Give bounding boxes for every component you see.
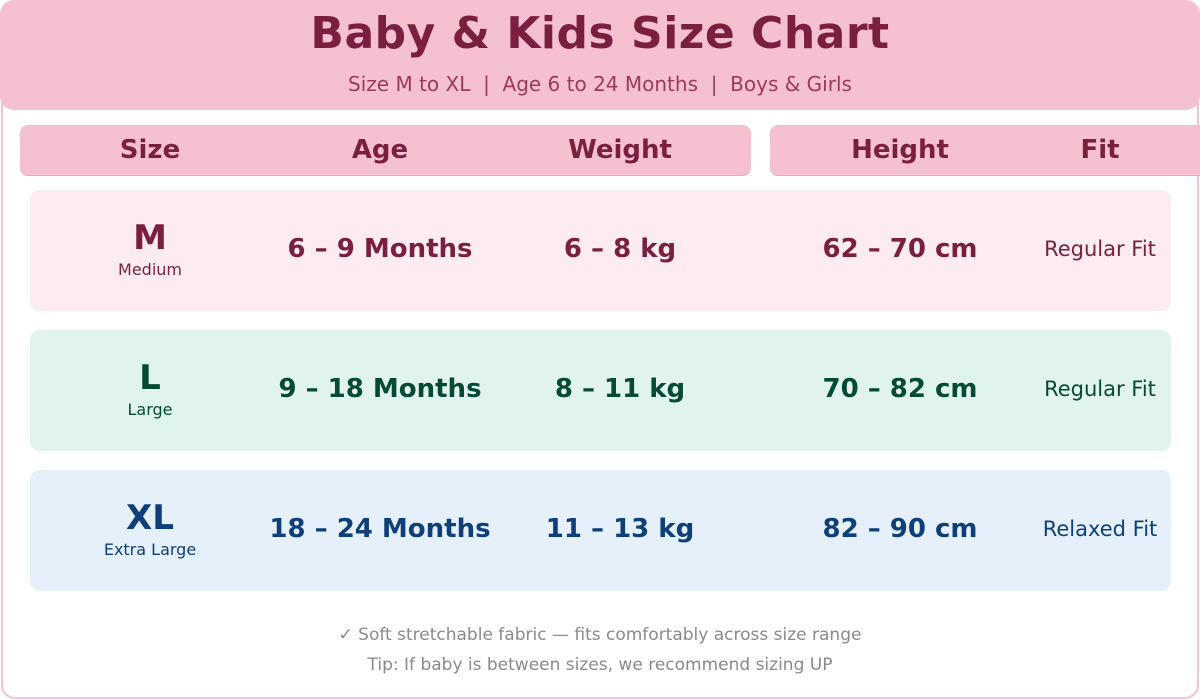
fit-value: Regular Fit	[1044, 237, 1156, 261]
column-header-group-right	[770, 125, 1200, 176]
table-row-l	[30, 330, 1171, 451]
table-row-xl	[30, 470, 1171, 591]
weight-value: 6 – 8 kg	[563, 234, 677, 264]
age-value: 6 – 9 Months	[287, 234, 473, 264]
column-header-fit: Fit	[1080, 135, 1120, 165]
fit-value: Relaxed Fit	[1042, 517, 1158, 541]
size-code: XL	[126, 498, 174, 538]
column-header-size: Size	[119, 135, 181, 165]
size-name: Medium	[118, 260, 182, 279]
page-subtitle: Size M to XL | Age 6 to 24 Months | Boys…	[348, 72, 852, 96]
header-banner	[0, 0, 1200, 110]
weight-value: 11 – 13 kg	[545, 514, 695, 544]
height-value: 82 – 90 cm	[822, 514, 978, 544]
column-header-age: Age	[351, 135, 409, 165]
column-header-group-left	[20, 125, 751, 176]
size-name: Extra Large	[103, 540, 197, 559]
size-name: Large	[127, 400, 173, 419]
fabric-note: ✓ Soft stretchable fabric — fits comfort…	[338, 625, 862, 645]
height-value: 62 – 70 cm	[822, 234, 978, 264]
size-code: L	[139, 358, 161, 398]
weight-value: 8 – 11 kg	[554, 374, 686, 404]
height-value: 70 – 82 cm	[822, 374, 978, 404]
age-value: 9 – 18 Months	[278, 374, 482, 404]
column-header-weight: Weight	[568, 135, 672, 165]
sizing-tip: Tip: If baby is between sizes, we recomm…	[367, 655, 833, 675]
page-title: Baby & Kids Size Chart	[310, 8, 890, 59]
column-header-height: Height	[851, 135, 949, 165]
age-value: 18 – 24 Months	[269, 514, 491, 544]
fit-value: Regular Fit	[1044, 377, 1156, 401]
table-row-m	[30, 190, 1171, 311]
size-code: M	[133, 218, 167, 258]
